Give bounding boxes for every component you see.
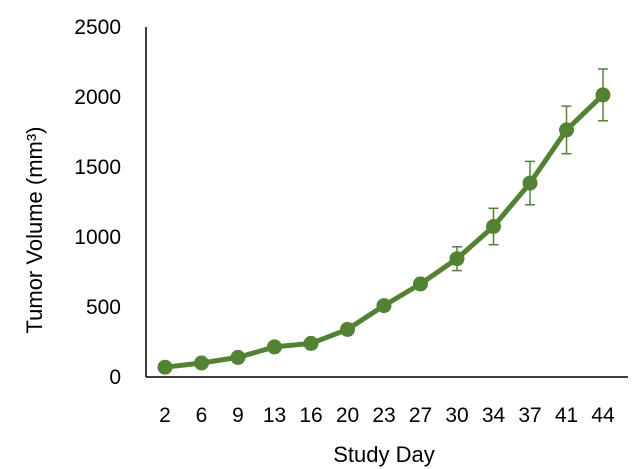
y-tick-label: 2000 xyxy=(74,86,121,109)
y-tick-label: 1000 xyxy=(74,226,121,249)
y-axis-title: Tumor Volume (mm³) xyxy=(22,127,47,334)
data-point xyxy=(413,276,428,292)
data-point xyxy=(376,298,392,314)
y-tick-label: 0 xyxy=(109,366,121,389)
y-tick-label: 2500 xyxy=(74,16,121,39)
x-axis-title: Study Day xyxy=(333,442,435,467)
data-point xyxy=(303,335,319,351)
x-tick-label: 44 xyxy=(591,404,615,427)
data-point xyxy=(559,122,574,138)
data-point xyxy=(595,87,611,103)
y-tick-label: 500 xyxy=(86,296,121,319)
data-point xyxy=(340,321,355,337)
axes xyxy=(145,27,628,378)
data-point xyxy=(194,355,209,371)
x-tick-label: 27 xyxy=(409,404,432,427)
x-tick-label: 2 xyxy=(159,404,171,427)
data-point xyxy=(157,359,173,375)
data-point xyxy=(522,175,538,191)
x-tick-label: 9 xyxy=(232,404,244,427)
x-tick-label: 30 xyxy=(445,404,468,427)
x-tick-label: 23 xyxy=(372,404,395,427)
data-point xyxy=(230,349,246,365)
x-tick-label: 41 xyxy=(555,404,578,427)
series-layer xyxy=(157,68,611,375)
data-point xyxy=(449,251,465,267)
x-tick-label: 16 xyxy=(299,404,322,427)
data-point xyxy=(486,219,501,234)
y-tick-label: 1500 xyxy=(74,156,121,179)
series-line xyxy=(162,92,606,370)
data-point xyxy=(267,339,282,355)
y-tick-labels: 0 500 1000 1500 2000 2500 xyxy=(74,16,121,389)
x-tick-labels: 2 6 9 13 16 20 23 27 30 34 37 41 44 xyxy=(159,404,615,427)
x-tick-label: 34 xyxy=(482,404,506,427)
x-tick-label: 37 xyxy=(518,404,541,427)
x-tick-label: 13 xyxy=(263,404,286,427)
x-tick-label: 20 xyxy=(336,404,359,427)
x-tick-label: 6 xyxy=(196,404,208,427)
